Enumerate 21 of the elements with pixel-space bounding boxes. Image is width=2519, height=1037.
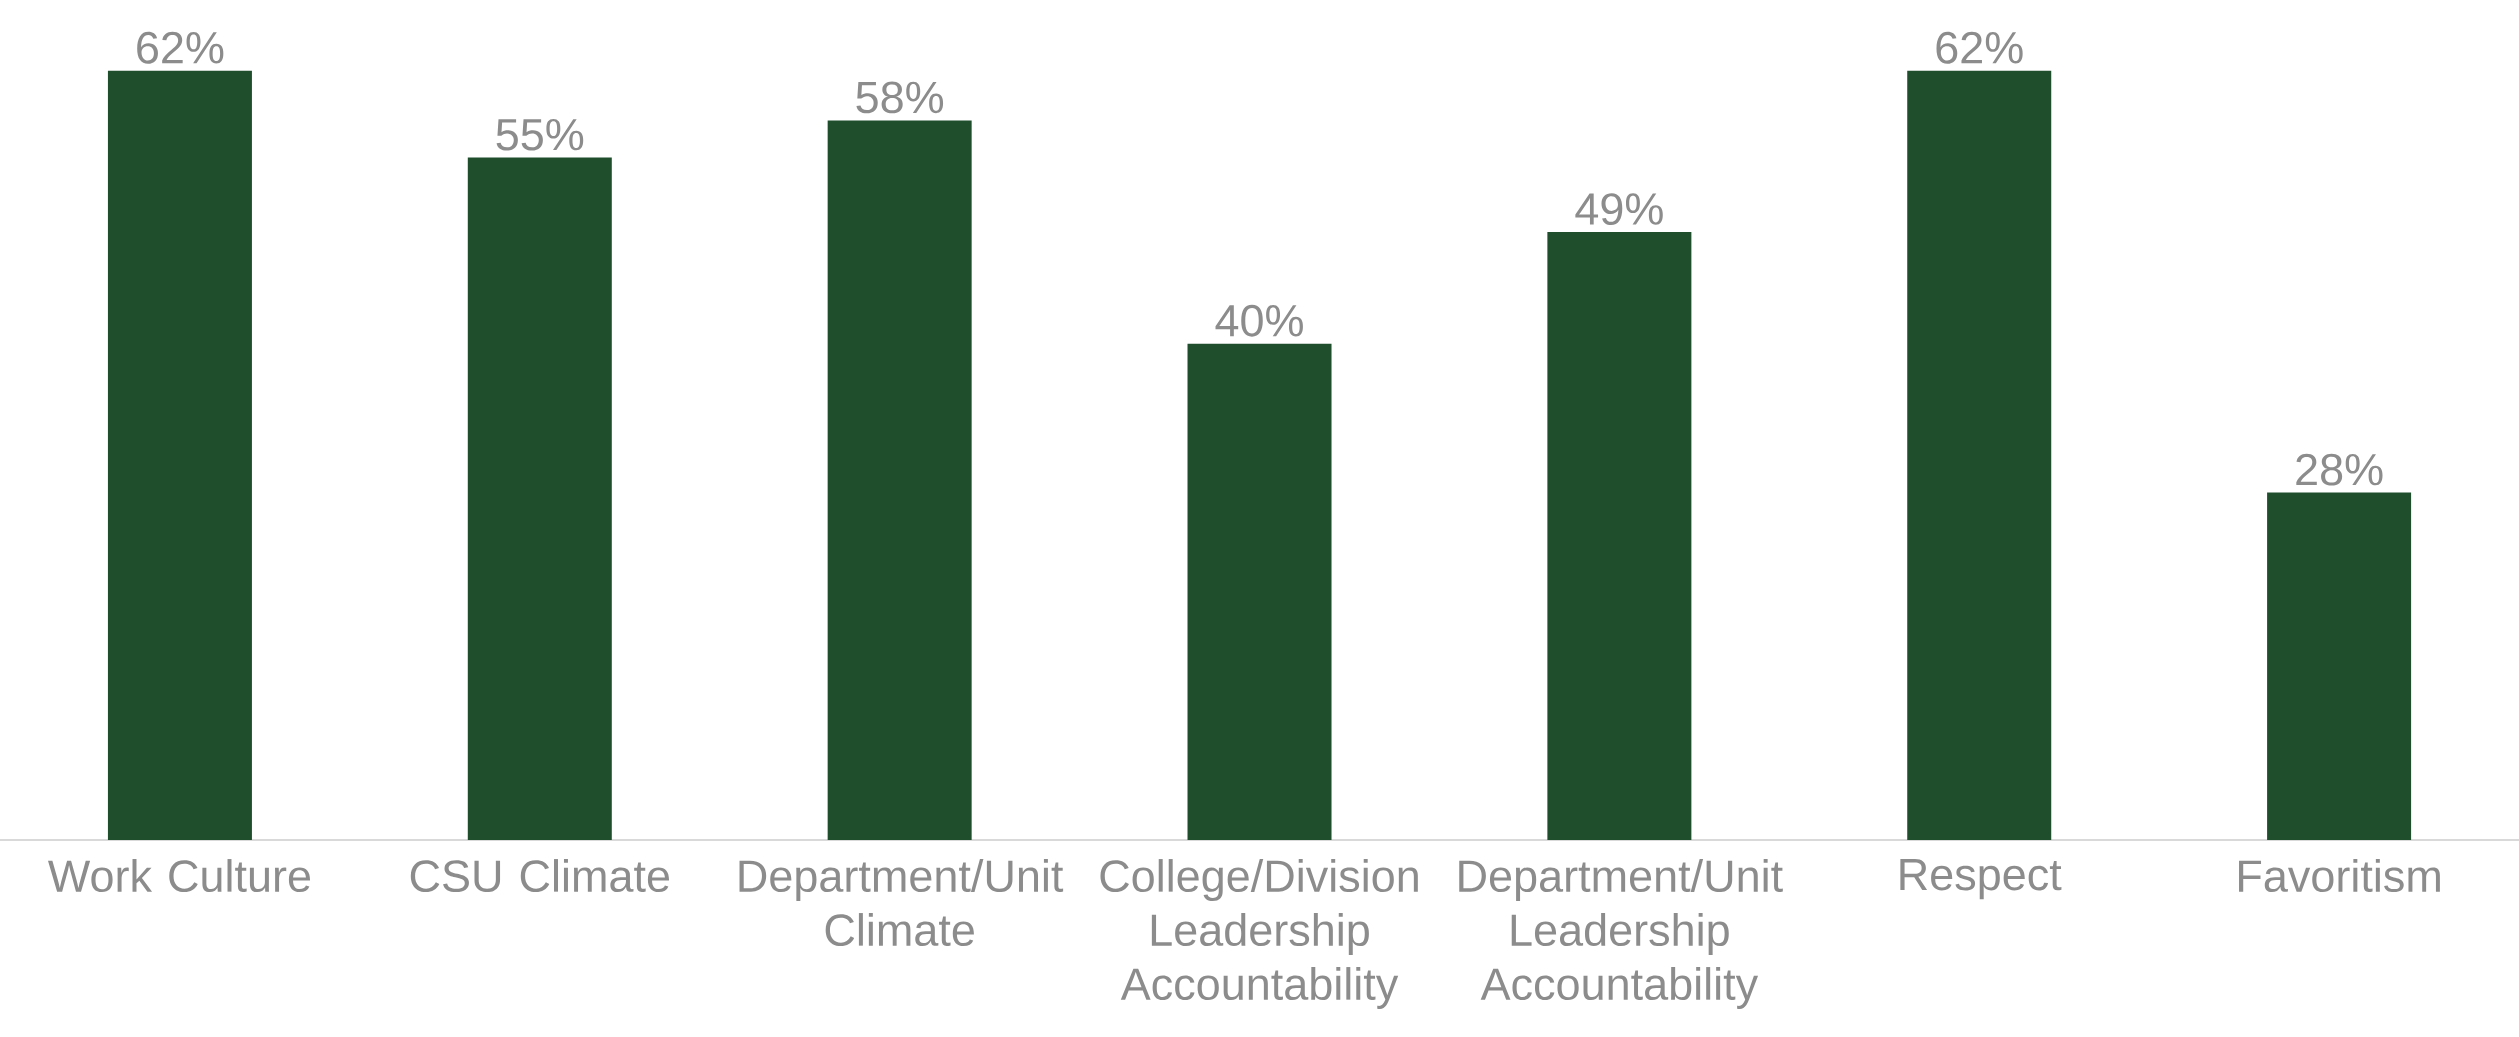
data-label: 58% xyxy=(856,81,944,114)
x-tick-label: Favoritism xyxy=(2239,859,2440,893)
bar xyxy=(1547,232,1692,840)
bar xyxy=(107,70,252,840)
bar xyxy=(827,120,972,840)
bar xyxy=(467,157,612,840)
data-label: 40% xyxy=(1215,304,1303,337)
data-label: 62% xyxy=(1936,31,2023,64)
x-tick-label: Department/Unit Climate xyxy=(739,859,1064,947)
x-tick-label: College/Division Leadership Accountability xyxy=(1100,859,1418,1009)
bar xyxy=(2267,492,2412,840)
bar xyxy=(1907,70,2052,840)
x-tick-label: Department/Unit Leadership Accountability xyxy=(1459,859,1783,1009)
bar xyxy=(1187,343,1332,840)
data-label: 55% xyxy=(496,118,584,151)
data-label: 49% xyxy=(1575,193,1663,225)
data-label: 62% xyxy=(137,31,224,64)
x-tick-label: Respect xyxy=(1900,859,2062,900)
data-label: 28% xyxy=(2296,453,2383,486)
x-tick-label: CSU Climate xyxy=(410,859,670,893)
x-tick-label: Work Culture xyxy=(48,859,311,893)
